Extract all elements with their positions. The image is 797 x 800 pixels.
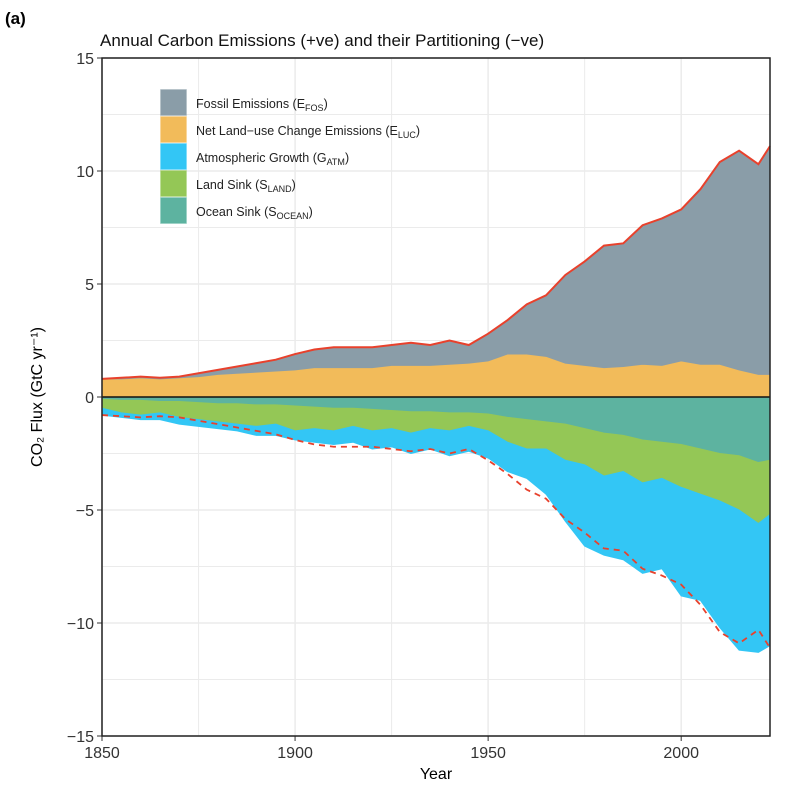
legend-label-close: ): [416, 124, 420, 138]
legend-swatch-ocean: [160, 197, 187, 224]
legend-label-land: Land Sink (SLAND): [196, 178, 296, 194]
legend-label-luc: Net Land−use Change Emissions (ELUC): [196, 124, 420, 140]
chart-title: Annual Carbon Emissions (+ve) and their …: [100, 31, 544, 50]
legend-label-fos: Fossil Emissions (EFOS): [196, 97, 328, 113]
legend-label-subscript: ATM: [327, 157, 345, 167]
x-tick-label: 1850: [84, 745, 120, 762]
lines: [101, 145, 771, 649]
legend-label-text: Fossil Emissions (E: [196, 97, 305, 111]
x-tick-label: 2000: [663, 745, 699, 762]
y-axis-label: CO₂ Flux (GtC yr⁻¹): [29, 327, 46, 467]
legend-label-text: Atmospheric Growth (G: [196, 151, 327, 165]
x-axis-label: Year: [420, 766, 453, 783]
total-emissions-line: [101, 145, 771, 380]
legend-label-subscript: LUC: [398, 130, 417, 140]
x-tick-label: 1900: [277, 745, 313, 762]
legend-label-close: ): [324, 97, 328, 111]
y-tick-label: 10: [76, 164, 94, 181]
legend-label-close: ): [345, 151, 349, 165]
plot-frame: [101, 57, 771, 737]
legend-label-close: ): [309, 205, 313, 219]
legend-label-text: Land Sink (S: [196, 178, 268, 192]
x-tick-label: 1950: [470, 745, 506, 762]
y-tick-label: 15: [76, 51, 94, 68]
legend-label-subscript: OCEAN: [277, 211, 309, 221]
y-tick-label: 0: [85, 390, 94, 407]
y-tick-label: −15: [67, 729, 94, 746]
legend-swatch-atm: [160, 143, 187, 170]
total-emissions-mirror-dashed-line: [101, 414, 771, 649]
legend-label-subscript: FOS: [305, 103, 324, 113]
legend-label-ocean: Ocean Sink (SOCEAN): [196, 205, 313, 221]
legend-swatch-fos: [160, 89, 187, 116]
legend-label-text: Net Land−use Change Emissions (E: [196, 124, 398, 138]
y-tick-label: −5: [76, 503, 94, 520]
legend-swatch-land: [160, 170, 187, 197]
legend-label-close: ): [292, 178, 296, 192]
legend-label-text: Ocean Sink (S: [196, 205, 277, 219]
y-tick-label: 5: [85, 277, 94, 294]
legend-swatch-luc: [160, 116, 187, 143]
legend: Fossil Emissions (EFOS)Net Land−use Chan…: [160, 89, 420, 224]
y-tick-label: −10: [67, 616, 94, 633]
areas: [101, 144, 771, 653]
legend-label-atm: Atmospheric Growth (GATM): [196, 151, 349, 167]
panel-label: (a): [5, 9, 26, 28]
legend-label-subscript: LAND: [268, 184, 293, 194]
